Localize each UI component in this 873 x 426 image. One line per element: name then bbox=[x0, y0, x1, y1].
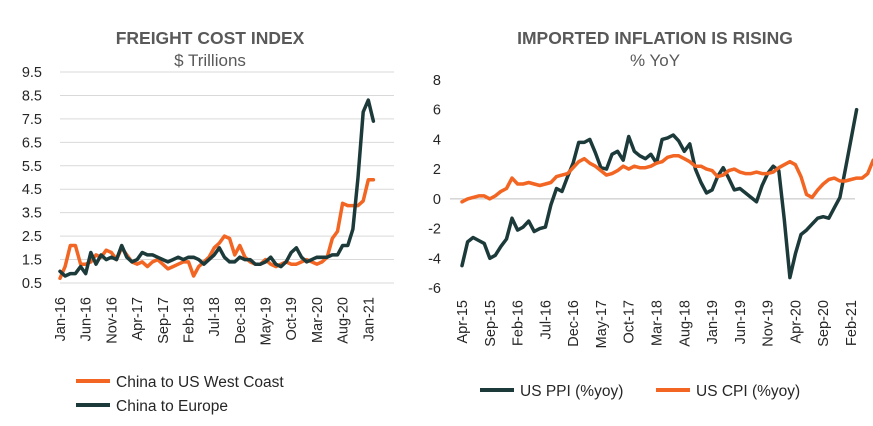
x-axis-ticks: Jan-16 Jun-16 Nov-16 Apr-17 Sep-17 Feb-18 Jul-… bbox=[53, 297, 377, 345]
x-tick-label: Aug-18 bbox=[677, 300, 693, 347]
chart-title: IMPORTED INFLATION IS RISING bbox=[517, 28, 793, 48]
x-tick-label: Jan-21 bbox=[361, 297, 377, 341]
y-tick-label: 6 bbox=[433, 103, 441, 119]
x-tick-label: Feb-18 bbox=[181, 297, 197, 343]
x-tick-label: Nov-16 bbox=[104, 297, 120, 344]
x-tick-label: Feb-16 bbox=[511, 300, 527, 346]
y-tick-label: 9.5 bbox=[22, 65, 42, 81]
x-axis-ticks: Apr-15 Sep-15 Feb-16 Jul-16 Dec-16 May-17 Oct-… bbox=[455, 300, 860, 348]
chart-subtitle: $ Trillions bbox=[174, 51, 246, 70]
x-tick-label: Jun-19 bbox=[733, 300, 749, 344]
series-lines bbox=[460, 107, 873, 280]
y-tick-label: 4.5 bbox=[22, 182, 42, 198]
y-axis-ticks: 9.5 8.5 7.5 6.5 5.5 4.5 3.5 2.5 1.5 0.5 bbox=[22, 65, 42, 292]
series-line-1 bbox=[58, 98, 376, 278]
x-tick-label: Mar-20 bbox=[310, 297, 326, 343]
x-tick-label: Jan-16 bbox=[53, 297, 69, 341]
x-tick-label: Dec-16 bbox=[566, 300, 582, 347]
series-lines bbox=[58, 98, 376, 281]
x-tick-label: Oct-19 bbox=[284, 297, 300, 341]
x-tick-label: May-17 bbox=[594, 300, 610, 348]
x-tick-label: Jul-18 bbox=[207, 297, 223, 337]
x-tick-label: Apr-15 bbox=[455, 300, 471, 344]
legend-label-cpi: US CPI (%yoy) bbox=[696, 383, 800, 400]
x-tick-label: Mar-18 bbox=[650, 300, 666, 346]
x-tick-label: Jun-16 bbox=[79, 297, 95, 341]
y-tick-label: 2 bbox=[433, 162, 441, 178]
x-tick-label: Apr-17 bbox=[130, 297, 146, 341]
y-tick-label: 2.5 bbox=[22, 229, 42, 245]
freight-cost-chart: FREIGHT COST INDEX $ Trillions 9.5 8.5 7.5… bbox=[22, 28, 394, 415]
y-tick-label: 0 bbox=[433, 192, 441, 208]
x-tick-label: Sep-15 bbox=[483, 300, 499, 347]
x-tick-label: May-19 bbox=[259, 297, 275, 345]
series-line-0 bbox=[460, 107, 859, 280]
legend-label-ppi: US PPI (%yoy) bbox=[520, 383, 623, 400]
chart-title: FREIGHT COST INDEX bbox=[116, 28, 305, 48]
x-tick-label: Aug-20 bbox=[336, 297, 352, 344]
y-tick-label: 3.5 bbox=[22, 206, 42, 222]
legend: US PPI (%yoy) US CPI (%yoy) bbox=[480, 383, 800, 400]
y-tick-label: 5.5 bbox=[22, 159, 42, 175]
y-tick-label: 6.5 bbox=[22, 135, 42, 151]
x-tick-label: Sep-17 bbox=[156, 297, 172, 344]
legend-label-europe: China to Europe bbox=[116, 398, 228, 415]
y-tick-label: -4 bbox=[428, 251, 441, 267]
y-tick-label: -2 bbox=[428, 222, 441, 238]
series-line-1 bbox=[460, 154, 873, 204]
x-tick-label: Dec-18 bbox=[233, 297, 249, 344]
y-tick-label: 8 bbox=[433, 73, 441, 89]
y-tick-label: 1.5 bbox=[22, 253, 42, 269]
x-tick-label: Feb-21 bbox=[844, 300, 860, 346]
legend: China to US West Coast China to Europe bbox=[76, 374, 284, 415]
legend-label-west-coast: China to US West Coast bbox=[116, 374, 284, 391]
y-tick-label: 7.5 bbox=[22, 112, 42, 128]
x-tick-label: Oct-17 bbox=[622, 300, 638, 344]
y-tick-label: 8.5 bbox=[22, 88, 42, 104]
x-tick-label: Jan-19 bbox=[705, 300, 721, 344]
imported-inflation-chart: IMPORTED INFLATION IS RISING % YoY 8 6 4 2 0… bbox=[428, 28, 873, 400]
x-tick-label: Nov-19 bbox=[761, 300, 777, 347]
series-line-0 bbox=[58, 178, 376, 281]
y-tick-label: 0.5 bbox=[22, 276, 42, 292]
y-tick-label: -6 bbox=[428, 281, 441, 297]
y-axis-ticks: 8 6 4 2 0 -2 -4 -6 bbox=[428, 73, 441, 297]
x-tick-label: Jul-16 bbox=[538, 300, 554, 340]
x-tick-label: Apr-20 bbox=[788, 300, 804, 344]
chart-subtitle: % YoY bbox=[630, 51, 680, 70]
x-tick-label: Sep-20 bbox=[816, 300, 832, 347]
y-tick-label: 4 bbox=[433, 132, 441, 148]
